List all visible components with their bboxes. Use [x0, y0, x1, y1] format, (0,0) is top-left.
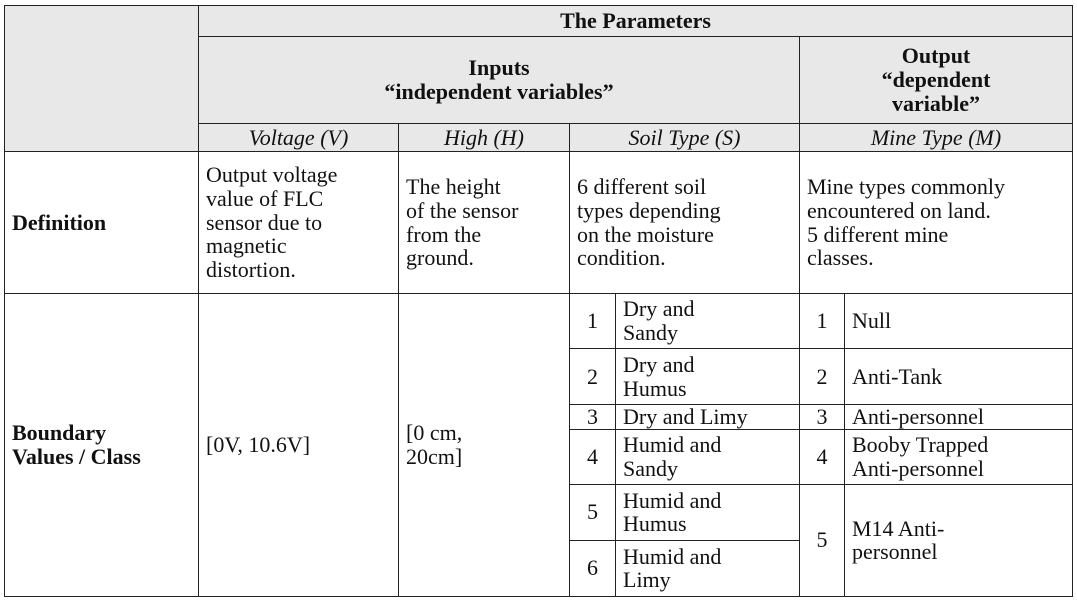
- soil-num: 1: [569, 293, 616, 349]
- mine-name: M14 Anti- personnel: [843, 483, 1074, 597]
- mine-num: 3: [799, 404, 845, 430]
- inputs-title: Inputs: [468, 55, 530, 81]
- soil-name: Dry and Humus: [615, 348, 800, 405]
- soil-name: Humid and Sandy: [615, 428, 800, 485]
- boundary-voltage: [0V, 10.6V]: [198, 293, 399, 597]
- mine-name: Anti-Tank: [843, 348, 1074, 405]
- soil-num: 6: [569, 539, 616, 597]
- parameters-header: The Parameters: [197, 5, 1074, 37]
- mine-num: 2: [799, 348, 845, 405]
- mine-name: Null: [843, 293, 1074, 349]
- mine-num: 4: [799, 428, 845, 485]
- boundary-high: [0 cm, 20cm]: [398, 293, 570, 597]
- soil-name: Humid and Humus: [615, 483, 800, 541]
- mine-name: Booby Trapped Anti-personnel: [843, 428, 1074, 485]
- definition-mine: Mine types commonly encountered on land.…: [798, 151, 1074, 294]
- soil-name: Humid and Limy: [615, 539, 800, 597]
- corner-cell: [4, 5, 199, 152]
- definition-label: Definition: [4, 151, 199, 294]
- inputs-header: Inputs “independent variables”: [198, 36, 800, 124]
- mine-num: 5: [799, 483, 845, 597]
- soil-num: 2: [569, 348, 616, 405]
- mine-name: Anti-personnel: [843, 404, 1074, 430]
- definition-high: The height of the sensor from the ground…: [398, 151, 570, 294]
- soil-num: 3: [569, 404, 616, 430]
- soil-num: 5: [569, 483, 616, 541]
- definition-voltage: Output voltage value of FLC sensor due t…: [198, 151, 399, 294]
- mine-num: 1: [799, 293, 845, 349]
- soil-name: Dry and Limy: [615, 404, 800, 430]
- parameters-table: The Parameters Inputs “independent varia…: [4, 5, 1074, 597]
- output-header: Output “dependent variable”: [798, 36, 1074, 124]
- definition-soil: 6 different soil types depending on the …: [569, 151, 800, 294]
- column-soil-type: Soil Type (S): [569, 123, 800, 152]
- inputs-subtitle: “independent variables”: [384, 79, 614, 104]
- column-mine-type: Mine Type (M): [798, 123, 1074, 152]
- column-high: High (H): [398, 123, 570, 152]
- boundary-label: Boundary Values / Class: [4, 293, 199, 597]
- column-voltage: Voltage (V): [198, 123, 399, 152]
- soil-name: Dry and Sandy: [615, 293, 800, 349]
- soil-num: 4: [569, 428, 616, 485]
